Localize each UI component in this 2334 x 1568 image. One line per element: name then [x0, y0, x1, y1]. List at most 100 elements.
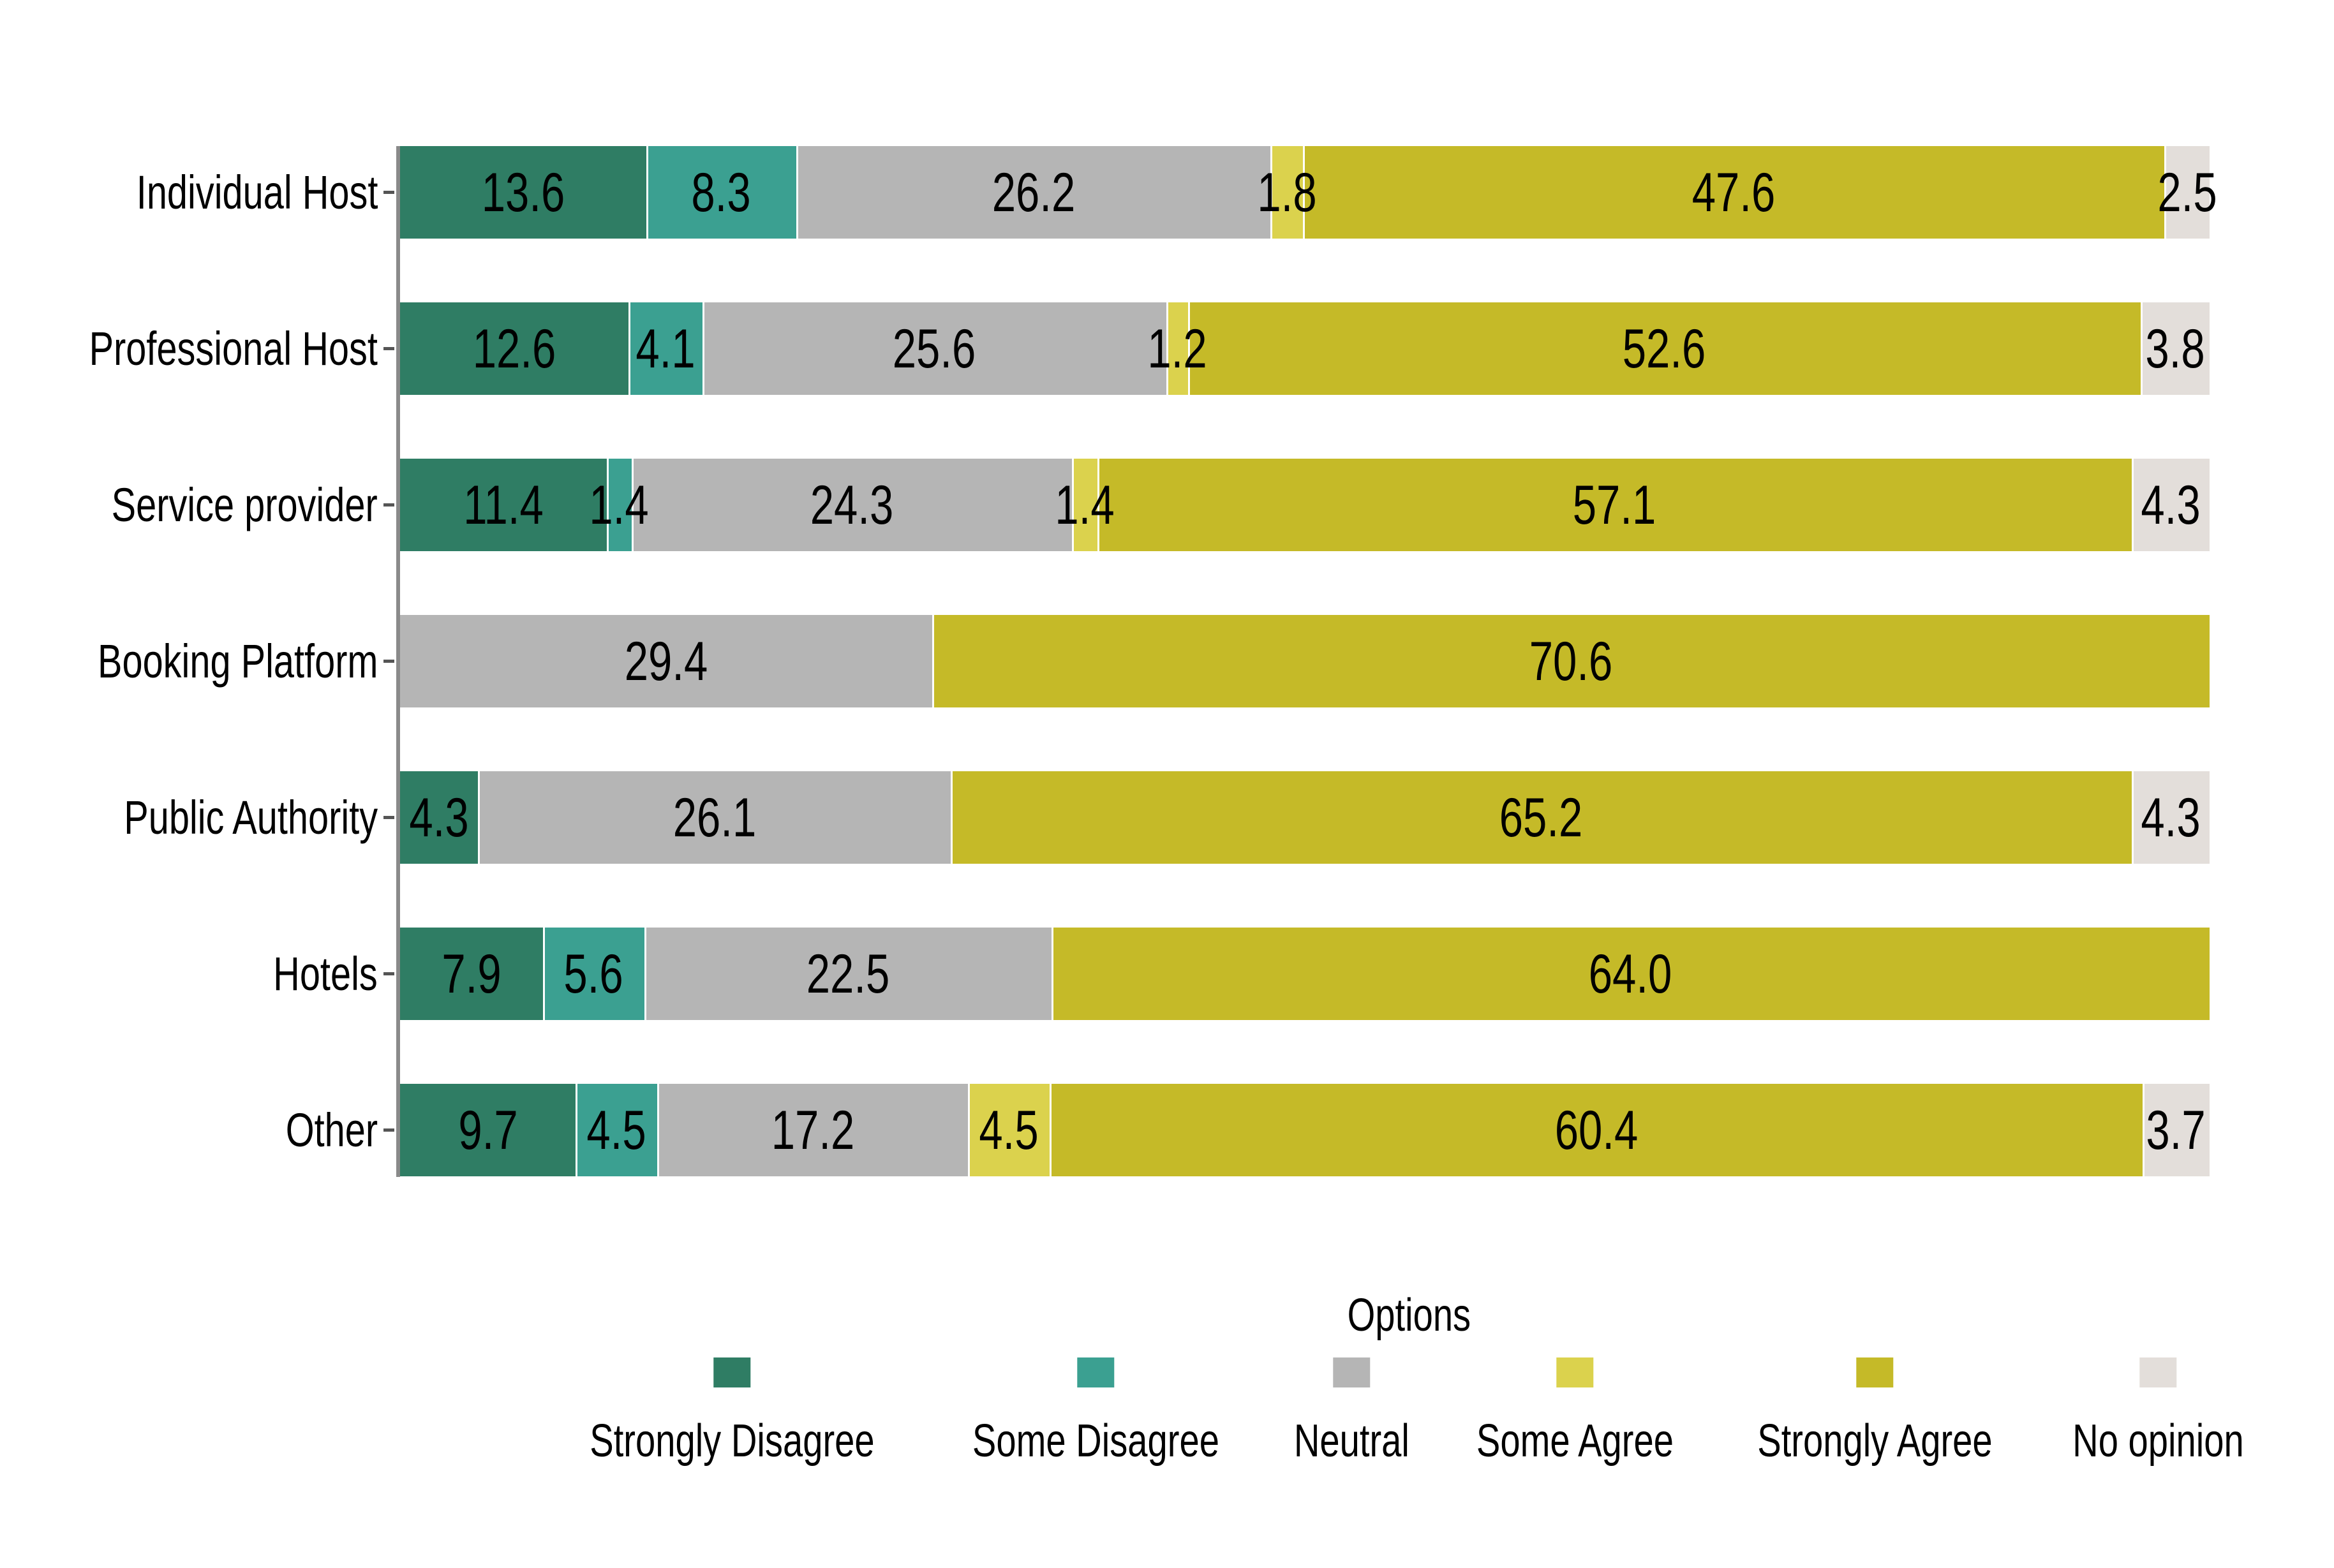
category-label-text: Individual Host [136, 165, 378, 219]
bar-segment-strongly-agree: 70.6 [932, 615, 2210, 707]
legend-item-label: Strongly Agree [1724, 1418, 2025, 1464]
stacked-bar: 12.6 4.1 25.6 1.2 52.6 3.8 [400, 302, 2210, 395]
value-label: 12.6 [472, 318, 556, 380]
legend: Options Strongly Disagree Some Disagree Ne… [549, 1292, 2268, 1464]
bar-segment-some-agree: 1.4 [1055, 459, 1115, 551]
legend-item-label-text: Some Disagree [972, 1416, 1220, 1467]
category-label: Other [0, 1084, 378, 1176]
value-label: 22.5 [806, 943, 890, 1005]
legend-item-label: Neutral [1277, 1418, 1425, 1464]
value-label: 1.2 [1147, 318, 1207, 380]
axis-tick [383, 346, 394, 350]
category-label: Booking Platform [0, 615, 378, 707]
bar-segment-neutral: 22.5 [644, 928, 1052, 1020]
legend-item-some-disagree: Some Disagree [938, 1357, 1254, 1464]
value-label: 47.6 [1691, 161, 1776, 223]
category-label: Hotels [0, 928, 378, 1020]
value-label: 13.6 [481, 161, 565, 223]
legend-item-label-text: No opinion [2072, 1416, 2244, 1467]
bar-row-hotels: Hotels 7.9 5.6 22.5 64.0 [0, 928, 2334, 1020]
value-label: 24.3 [810, 474, 894, 536]
bar-segment-neutral: 29.4 [400, 615, 932, 707]
value-label: 8.3 [691, 161, 752, 223]
bar-segment-no-opinion: 4.3 [2131, 459, 2210, 551]
category-label-text: Professional Host [89, 322, 378, 375]
bar-segment-strongly-disagree: 13.6 [400, 146, 646, 239]
bar-segment-some-agree: 1.2 [1147, 302, 1207, 395]
bar-segment-no-opinion: 4.3 [2131, 771, 2210, 864]
value-label: 4.3 [2141, 474, 2201, 536]
value-label: 4.5 [586, 1099, 646, 1161]
value-label: 1.4 [589, 474, 650, 536]
value-label: 1.4 [1055, 474, 1115, 536]
bar-segment-strongly-agree: 52.6 [1187, 302, 2141, 395]
bar-segment-neutral: 24.3 [632, 459, 1073, 551]
value-label: 26.2 [992, 161, 1075, 223]
bar-segment-neutral: 26.2 [796, 146, 1271, 239]
value-label: 4.3 [409, 787, 469, 848]
bar-segment-neutral: 17.2 [657, 1084, 969, 1176]
bar-row-professional-host: Professional Host 12.6 4.1 25.6 1.2 52.6 3.8 [0, 302, 2334, 395]
legend-item-label: No opinion [2048, 1418, 2268, 1464]
legend-swatch-neutral [1332, 1357, 1370, 1387]
value-label: 2.5 [2157, 161, 2217, 223]
value-label: 17.2 [771, 1099, 854, 1161]
legend-item-label-text: Some Agree [1476, 1416, 1674, 1467]
bar-segment-strongly-disagree: 9.7 [400, 1084, 576, 1176]
bar-segment-some-disagree: 8.3 [646, 146, 797, 239]
category-label-text: Hotels [273, 947, 378, 1000]
bar-segment-neutral: 26.1 [478, 771, 951, 864]
stacked-bar: 4.3 26.1 65.2 4.3 [400, 771, 2210, 864]
legend-item-strongly-disagree: Strongly Disagree [549, 1357, 914, 1464]
bar-segment-no-opinion: 3.7 [2143, 1084, 2210, 1176]
stacked-bar: 13.6 8.3 26.2 1.8 47.6 2.5 [400, 146, 2217, 239]
value-label: 9.7 [457, 1099, 518, 1161]
bar-segment-strongly-agree: 57.1 [1097, 459, 2132, 551]
bar-segment-strongly-disagree: 12.6 [400, 302, 628, 395]
legend-item-label: Some Agree [1448, 1418, 1701, 1464]
bar-segment-some-agree: 4.5 [968, 1084, 1050, 1176]
category-label-text: Service provider [111, 478, 378, 531]
bar-segment-some-agree: 1.8 [1257, 146, 1316, 239]
legend-items: Strongly Disagree Some Disagree Neutral Som… [549, 1357, 2268, 1464]
bar-segment-strongly-agree: 64.0 [1051, 928, 2210, 1020]
legend-item-strongly-agree: Strongly Agree [1724, 1357, 2025, 1464]
category-label-text: Booking Platform [97, 634, 378, 688]
axis-tick [383, 503, 394, 507]
stacked-bar: 29.4 70.6 [400, 615, 2210, 707]
value-label: 29.4 [624, 630, 708, 692]
value-label: 26.1 [673, 787, 756, 848]
value-label: 70.6 [1529, 630, 1613, 692]
legend-title-text: Options [1347, 1290, 1471, 1341]
legend-item-some-agree: Some Agree [1448, 1357, 1701, 1464]
bar-segment-some-disagree: 5.6 [543, 928, 644, 1020]
stacked-bar: 9.7 4.5 17.2 4.5 60.4 3.7 [400, 1084, 2210, 1176]
bar-segment-strongly-agree: 65.2 [950, 771, 2132, 864]
stacked-bar: 7.9 5.6 22.5 64.0 [400, 928, 2210, 1020]
value-label: 5.6 [563, 943, 624, 1005]
bar-row-booking-platform: Booking Platform 29.4 70.6 [0, 615, 2334, 707]
bar-segment-strongly-disagree: 4.3 [400, 771, 479, 864]
value-label: 4.3 [2141, 787, 2201, 848]
bar-row-other: Other 9.7 4.5 17.2 4.5 60.4 3.7 [0, 1084, 2334, 1176]
value-label: 3.7 [2146, 1099, 2206, 1161]
stacked-bar: 11.4 1.4 24.3 1.4 57.1 4.3 [400, 459, 2210, 551]
legend-swatch-strongly-agree [1856, 1357, 1894, 1387]
category-label-text: Public Authority [124, 790, 378, 844]
bar-segment-no-opinion: 2.5 [2157, 146, 2217, 239]
legend-item-label-text: Neutral [1293, 1416, 1409, 1467]
legend-swatch-some-disagree [1077, 1357, 1115, 1387]
legend-title: Options [1330, 1292, 1488, 1338]
value-label: 57.1 [1573, 474, 1656, 536]
legend-swatch-no-opinion [2139, 1357, 2177, 1387]
value-label: 7.9 [442, 943, 502, 1005]
value-label: 3.8 [2145, 318, 2205, 380]
category-label: Public Authority [0, 771, 378, 864]
axis-tick [383, 972, 394, 975]
legend-swatch-strongly-disagree [713, 1357, 751, 1387]
bar-segment-some-disagree: 4.5 [576, 1084, 657, 1176]
value-label: 25.6 [893, 318, 976, 380]
bar-segment-no-opinion: 3.8 [2141, 302, 2210, 395]
legend-item-label-text: Strongly Agree [1757, 1416, 1993, 1467]
